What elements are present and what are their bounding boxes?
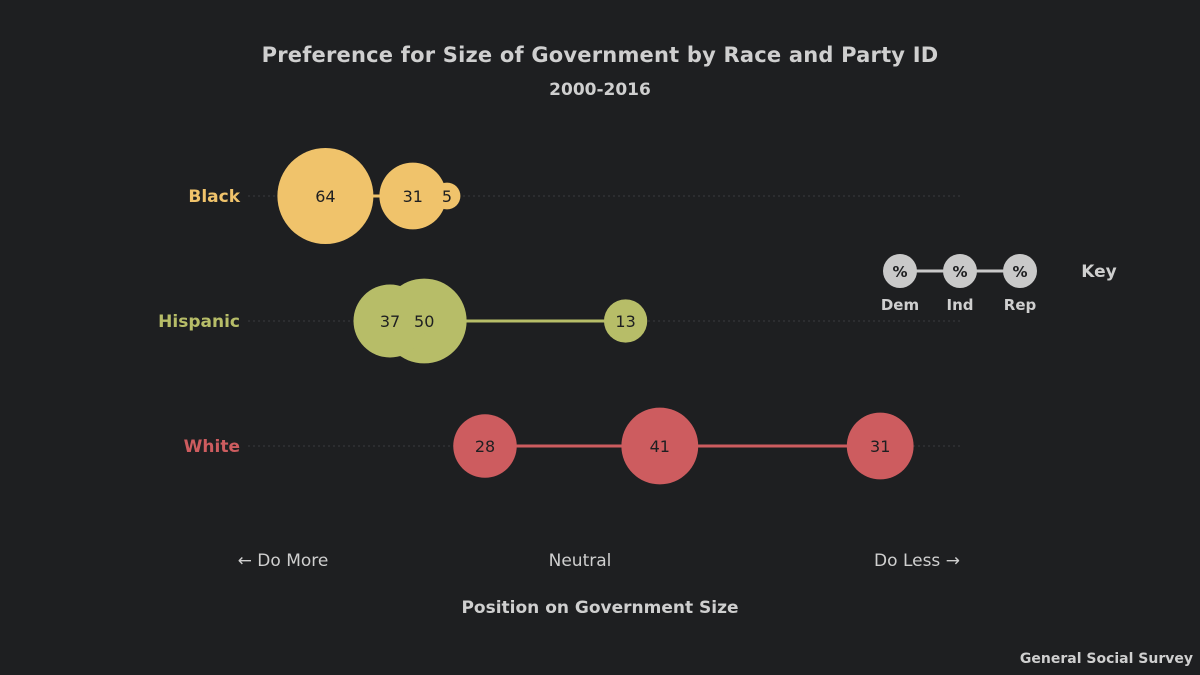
key-circle-dem — [883, 254, 917, 288]
bubble-hispanic-rep — [603, 299, 648, 343]
key-label-ind: Ind — [947, 296, 974, 314]
data-label-hispanic-ind: 50 — [414, 312, 434, 331]
bubble-white-rep — [846, 412, 914, 480]
data-label-white-ind: 41 — [650, 437, 670, 456]
row-label-black: Black — [188, 187, 240, 207]
key-circle-rep — [1003, 254, 1037, 288]
x-axis-ticks: ← Do More Neutral Do Less → — [238, 551, 960, 571]
row-label-white: White — [184, 437, 240, 457]
bubble-black-dem — [277, 148, 374, 244]
x-axis-label: Position on Government Size — [461, 598, 738, 618]
bubble-black-rep — [433, 182, 461, 210]
x-tick-do-less: Do Less → — [874, 551, 960, 571]
source-note: General Social Survey — [1020, 651, 1193, 667]
data-label-black-rep: 5 — [442, 187, 452, 206]
chart-title: Preference for Size of Government by Rac… — [262, 43, 939, 67]
rows-layer: Black 64 31 5 Hispanic 37 50 13 White 28 41 31 — [158, 148, 960, 485]
key-circle-ind — [943, 254, 977, 288]
key-label-dem: Dem — [881, 296, 919, 314]
data-label-hispanic-rep: 13 — [615, 312, 635, 331]
bubble-white-ind — [621, 407, 699, 485]
data-label-white-dem: 28 — [475, 437, 495, 456]
chart-subtitle: 2000-2016 — [549, 80, 651, 100]
data-label-white-rep: 31 — [870, 437, 890, 456]
bubble-hispanic-dem — [353, 284, 427, 358]
key-symbol-dem: % — [892, 263, 907, 281]
key-symbol-rep: % — [1012, 263, 1027, 281]
bubble-black-ind — [379, 162, 447, 230]
data-label-hispanic-dem: 37 — [380, 312, 400, 331]
row-white: White 28 41 31 — [184, 407, 960, 485]
key-label-rep: Rep — [1004, 296, 1037, 314]
x-tick-neutral: Neutral — [549, 551, 612, 571]
row-black: Black 64 31 5 — [188, 148, 960, 244]
x-tick-do-more: ← Do More — [238, 551, 329, 571]
key-symbol-ind: % — [952, 263, 967, 281]
key-title: Key — [1081, 262, 1117, 282]
row-hispanic: Hispanic 37 50 13 — [158, 278, 960, 364]
bubble-white-dem — [453, 414, 517, 478]
legend-key: % % % Dem Ind Rep Key — [881, 254, 1117, 314]
data-label-black-ind: 31 — [403, 187, 423, 206]
row-label-hispanic: Hispanic — [158, 312, 240, 332]
data-label-black-dem: 64 — [315, 187, 335, 206]
